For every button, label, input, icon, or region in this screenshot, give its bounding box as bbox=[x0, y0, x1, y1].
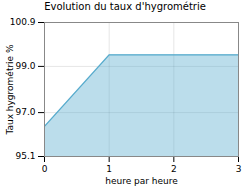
svg-text:heure par heure: heure par heure bbox=[105, 176, 178, 186]
svg-text:Taux hygrométrie %: Taux hygrométrie % bbox=[5, 44, 15, 136]
svg-text:97.0: 97.0 bbox=[15, 107, 35, 117]
svg-text:0: 0 bbox=[42, 164, 48, 174]
svg-text:3: 3 bbox=[236, 164, 242, 174]
svg-text:95.1: 95.1 bbox=[15, 151, 35, 161]
svg-text:99.0: 99.0 bbox=[15, 61, 35, 71]
svg-text:100.9: 100.9 bbox=[10, 17, 36, 27]
html-text:Evolution du taux d'hygrométri: Evolution du taux d'hygrométrie bbox=[44, 1, 206, 12]
svg-text:2: 2 bbox=[171, 164, 177, 174]
svg-text:1: 1 bbox=[106, 164, 112, 174]
